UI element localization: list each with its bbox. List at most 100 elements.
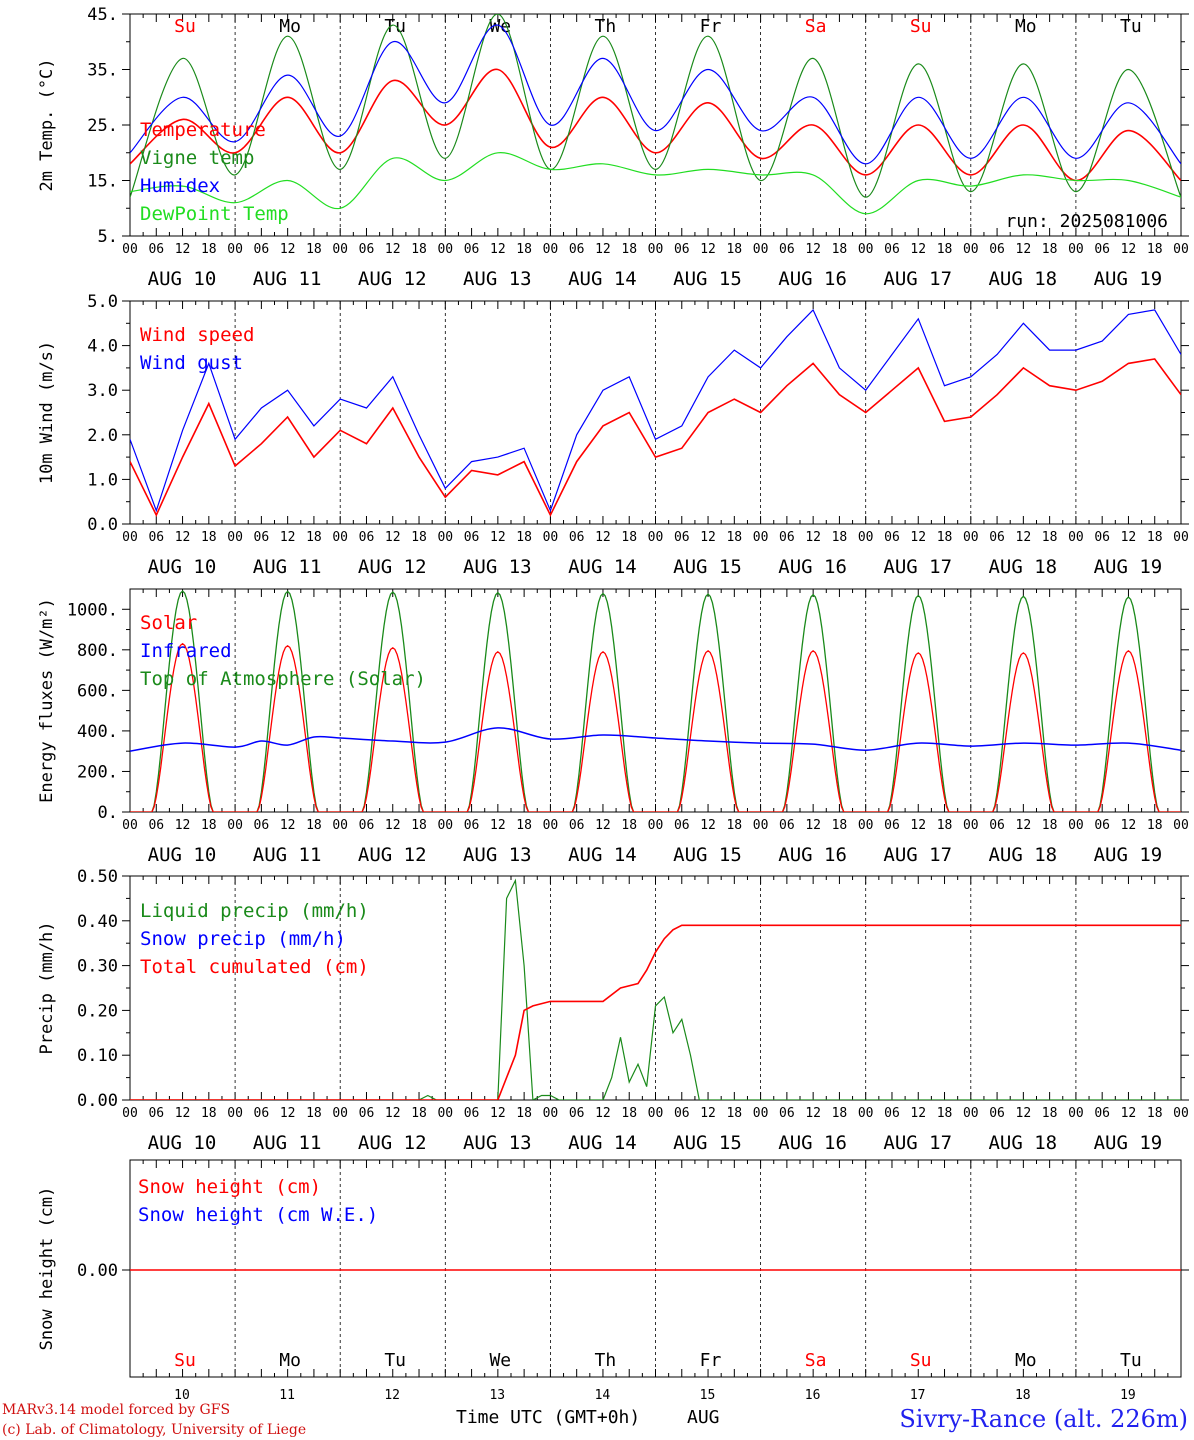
date-label: AUG 11 [253, 556, 322, 578]
day-number-label: 10 [174, 1388, 190, 1403]
date-label: AUG 14 [568, 556, 637, 578]
hour-tick-label: 18 [516, 818, 532, 833]
y-tick-label: 3.0 [87, 381, 118, 401]
hour-tick-label: 18 [621, 1106, 637, 1121]
hour-tick-label: 06 [569, 242, 585, 257]
hour-tick-label: 00 [963, 530, 979, 545]
hour-tick-label: 18 [726, 818, 742, 833]
hour-tick-label: 18 [1042, 242, 1058, 257]
hour-tick-label: 06 [148, 530, 164, 545]
date-label: AUG 15 [673, 844, 742, 866]
day-number-label: 16 [805, 1388, 821, 1403]
hour-tick-label: 06 [779, 242, 795, 257]
hour-tick-label: 18 [201, 1106, 217, 1121]
date-label: AUG 10 [148, 1132, 217, 1154]
legend-entry: Liquid precip (mm/h) [140, 900, 369, 922]
date-label: AUG 13 [463, 268, 532, 290]
day-number-label: 15 [700, 1388, 716, 1403]
hour-tick-label: 06 [464, 818, 480, 833]
hour-tick-label: 18 [306, 1106, 322, 1121]
date-label: AUG 15 [673, 1132, 742, 1154]
y-tick-label: 0.20 [77, 1001, 118, 1021]
legend-entry: Wind speed [140, 324, 254, 346]
weekday-label: Tu [1120, 1350, 1142, 1371]
hour-tick-label: 06 [359, 530, 375, 545]
footer-lab-credit: (c) Lab. of Climatology, University of L… [2, 1422, 306, 1438]
hour-tick-label: 18 [621, 242, 637, 257]
panel-5: 0.00 Snow height (cm) 10 11 12 13 14 15 16 17 18 19… [37, 1159, 1189, 1403]
weekday-label: Mo [1015, 16, 1037, 37]
y-tick-label: 0.00 [77, 1091, 118, 1111]
hour-tick-label: 00 [1068, 818, 1084, 833]
hour-tick-label: 00 [543, 242, 559, 257]
hour-tick-label: 18 [516, 530, 532, 545]
series-line-temperature [130, 68, 1181, 182]
y-tick-label: 0.30 [77, 957, 118, 977]
series-line-toa-solar [130, 590, 1181, 812]
hour-tick-label: 18 [201, 530, 217, 545]
hour-tick-label: 06 [989, 242, 1005, 257]
date-label: AUG 18 [988, 844, 1057, 866]
day-number-label: 12 [384, 1388, 400, 1403]
hour-tick-label: 00 [543, 530, 559, 545]
hour-tick-label: 12 [175, 530, 191, 545]
hour-tick-label: 18 [411, 818, 427, 833]
hour-tick-label: 00 [753, 1106, 769, 1121]
weekday-label: Th [595, 16, 617, 37]
hour-tick-label: 12 [700, 242, 716, 257]
weekday-label: Fr [700, 1350, 722, 1371]
hour-tick-label: 06 [989, 530, 1005, 545]
hour-tick-label: 00 [1173, 818, 1189, 833]
hour-tick-label: 18 [411, 242, 427, 257]
date-label: AUG 15 [673, 268, 742, 290]
weekday-label: Mo [279, 16, 301, 37]
hour-tick-label: 00 [227, 242, 243, 257]
hour-tick-label: 06 [884, 242, 900, 257]
y-tick-label: 0.50 [77, 867, 118, 887]
hour-tick-label: 18 [621, 818, 637, 833]
hour-tick-label: 06 [148, 818, 164, 833]
hour-tick-label: 06 [1094, 530, 1110, 545]
hour-tick-label: 00 [437, 1106, 453, 1121]
y-tick-label: 5.0 [87, 292, 118, 312]
hour-tick-label: 00 [1068, 242, 1084, 257]
hour-tick-label: 00 [122, 530, 138, 545]
hour-tick-label: 18 [306, 530, 322, 545]
date-label: AUG 16 [778, 1132, 847, 1154]
legend-entry: Temperature [140, 119, 266, 141]
series-line-total-cumulated-cm [130, 924, 1181, 1100]
y-tick-label: 400. [77, 722, 118, 742]
hour-tick-label: 12 [175, 818, 191, 833]
hour-tick-label: 12 [700, 1106, 716, 1121]
y-tick-label: 0. [98, 803, 118, 823]
hour-tick-label: 06 [464, 530, 480, 545]
hour-tick-label: 06 [989, 1106, 1005, 1121]
day-number-label: 14 [595, 1388, 611, 1403]
hour-tick-label: 18 [306, 818, 322, 833]
hour-tick-label: 06 [148, 1106, 164, 1121]
hour-tick-label: 00 [1173, 1106, 1189, 1121]
hour-tick-label: 06 [779, 530, 795, 545]
panel-2: 0.0 1.0 2.0 3.0 4.0 5.0 10m Wind (m/s) 00 06 12 18… [37, 292, 1189, 578]
hour-tick-label: 06 [254, 1106, 270, 1121]
y-tick-label: 5. [98, 227, 118, 247]
hour-tick-label: 00 [122, 818, 138, 833]
hour-tick-label: 12 [595, 242, 611, 257]
y-tick-label: 800. [77, 641, 118, 661]
hour-tick-label: 06 [254, 818, 270, 833]
day-number-label: 13 [489, 1388, 505, 1403]
legend-entry: DewPoint Temp [140, 203, 289, 225]
y-tick-label: 600. [77, 681, 118, 701]
y-axis-title: 2m Temp. (°C) [37, 58, 57, 191]
hour-tick-label: 06 [674, 1106, 690, 1121]
hour-tick-label: 06 [254, 530, 270, 545]
hour-tick-label: 06 [674, 242, 690, 257]
weekday-label: Tu [384, 16, 406, 37]
run-label: run: 2025081006 [1005, 211, 1168, 232]
hour-tick-label: 06 [884, 530, 900, 545]
date-label: AUG 16 [778, 844, 847, 866]
hour-tick-label: 12 [910, 530, 926, 545]
weekday-label: Th [595, 1350, 617, 1371]
series-line-solar [130, 642, 1181, 812]
y-axis-title: Energy fluxes (W/m²) [37, 598, 57, 803]
